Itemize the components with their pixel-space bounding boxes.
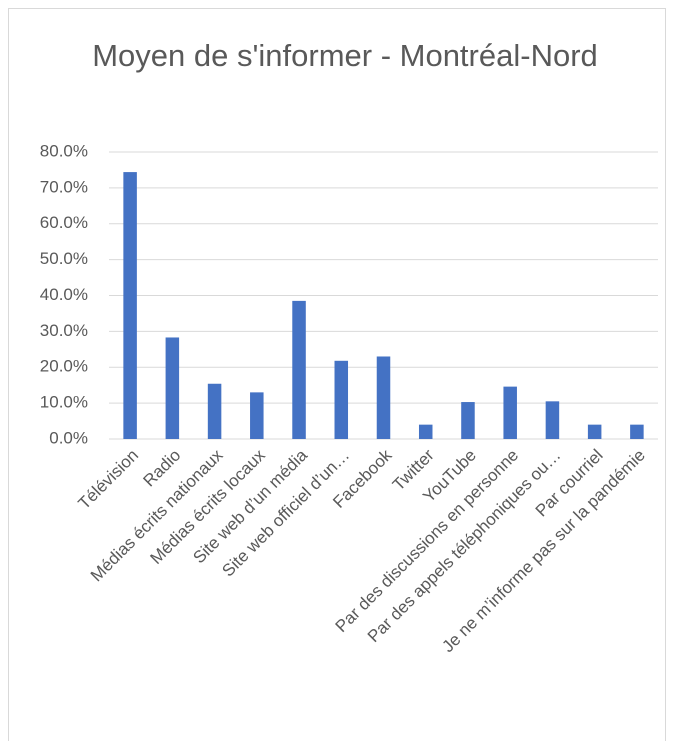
bar	[165, 337, 180, 439]
bar	[630, 424, 644, 439]
y-tick-label: 60.0%	[40, 213, 88, 232]
bar	[461, 402, 475, 439]
y-tick-label: 70.0%	[40, 177, 88, 196]
bar	[250, 392, 264, 439]
bar	[418, 424, 433, 439]
y-tick-label: 40.0%	[40, 285, 88, 304]
x-tick-label: Télévision	[75, 446, 143, 514]
y-tick-label: 10.0%	[40, 393, 88, 412]
bar	[207, 383, 222, 439]
bar	[292, 300, 306, 439]
bar	[376, 356, 391, 439]
bar	[587, 424, 602, 439]
chart-title: Moyen de s'informer - Montréal-Nord	[92, 38, 598, 73]
bar	[334, 360, 349, 439]
y-tick-label: 30.0%	[40, 321, 88, 340]
chart-frame	[8, 8, 666, 741]
bar	[123, 172, 137, 439]
y-tick-label: 20.0%	[40, 357, 88, 376]
y-tick-label: 0.0%	[49, 428, 88, 447]
y-tick-label: 50.0%	[40, 249, 88, 268]
y-tick-label: 80.0%	[40, 141, 88, 160]
bar	[545, 401, 560, 439]
bar	[503, 386, 517, 439]
